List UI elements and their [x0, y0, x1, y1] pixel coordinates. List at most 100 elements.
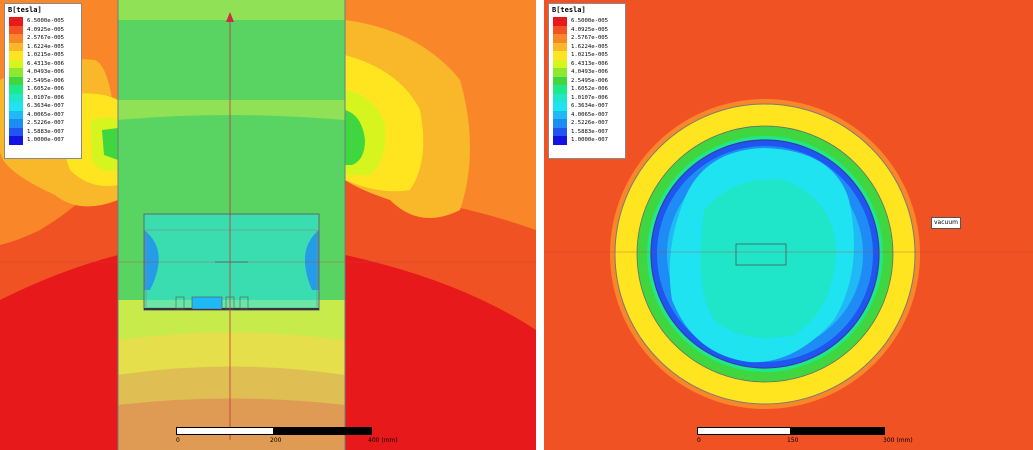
- scale-bar-right: 0 150 300 (mm): [697, 427, 927, 447]
- legend-value: 6.3634e-007: [27, 103, 65, 109]
- legend-swatch: [9, 136, 23, 145]
- legend-swatch: [553, 34, 567, 43]
- legend-swatch: [9, 119, 23, 128]
- legend-swatch: [553, 119, 567, 128]
- legend-value: 4.0925e-005: [27, 26, 65, 33]
- field-plot-top-view[interactable]: B[tesla] 6.5000e-005 4.0925e-005 2.5767e…: [544, 0, 1033, 450]
- legend-entry: 4.0925e-005: [553, 25, 623, 34]
- legend-swatch: [553, 42, 567, 51]
- legend-swatch: [9, 34, 23, 43]
- legend-swatch: [9, 110, 23, 119]
- legend-swatch: [553, 136, 567, 145]
- legend-entry: 1.6052e-006: [553, 85, 623, 94]
- legend-swatch: [9, 25, 23, 34]
- legend-value: 1.0000e-007: [27, 137, 65, 143]
- legend-swatch: [553, 76, 567, 85]
- color-legend-right: B[tesla] 6.5000e-005 4.0925e-005 2.5767e…: [548, 3, 626, 159]
- legend-entry: 2.5767e-005: [9, 34, 79, 43]
- legend-value: 1.0107e-006: [27, 94, 65, 101]
- legend-swatch: [553, 51, 567, 60]
- legend-value: 4.0925e-005: [571, 26, 609, 33]
- legend-value: 1.6052e-006: [27, 86, 65, 92]
- legend-value: 1.0215e-005: [27, 52, 65, 58]
- legend-swatch: [553, 68, 567, 77]
- legend-value: 1.0000e-007: [571, 137, 609, 143]
- legend-swatch: [553, 110, 567, 119]
- legend-title: B[tesla]: [8, 6, 42, 14]
- legend-entry: 4.0493e-006: [9, 68, 79, 77]
- legend-value: 6.5000e-005: [27, 18, 65, 24]
- legend-entry: 4.0065e-007: [9, 110, 79, 119]
- legend-entry: 1.6224e-005: [9, 42, 79, 51]
- legend-entry: 1.0215e-005: [9, 51, 79, 60]
- legend-entries: 6.5000e-005 4.0925e-005 2.5767e-005 1.62…: [9, 17, 79, 145]
- legend-swatch: [9, 17, 23, 26]
- legend-value: 2.5226e-007: [27, 120, 65, 126]
- legend-entry: 1.0215e-005: [553, 51, 623, 60]
- legend-swatch: [9, 127, 23, 136]
- scale-bar-segment-white: [176, 427, 274, 435]
- legend-swatch: [9, 76, 23, 85]
- legend-value: 1.5883e-007: [27, 128, 65, 135]
- legend-value: 4.0065e-007: [27, 111, 65, 118]
- legend-swatch: [9, 42, 23, 51]
- legend-entry: 2.5767e-005: [553, 34, 623, 43]
- legend-swatch: [553, 85, 567, 94]
- color-legend-left: B[tesla] 6.5000e-005 4.0925e-005 2.5767e…: [4, 3, 82, 159]
- legend-value: 2.5226e-007: [571, 120, 609, 126]
- legend-value: 2.5767e-005: [27, 35, 65, 41]
- legend-value: 4.0493e-006: [27, 69, 65, 75]
- legend-entry: 6.3634e-007: [553, 102, 623, 111]
- legend-entry: 1.5883e-007: [9, 127, 79, 136]
- scale-bar-segment-black: [274, 427, 372, 435]
- legend-entry: 1.0000e-007: [9, 136, 79, 145]
- scale-bar-segment-black: [791, 427, 885, 435]
- legend-entry: 4.0493e-006: [553, 68, 623, 77]
- legend-entry: 1.0107e-006: [553, 93, 623, 102]
- legend-swatch: [553, 59, 567, 68]
- legend-value: 4.0493e-006: [571, 69, 609, 75]
- legend-swatch: [9, 85, 23, 94]
- scale-tick: 200: [270, 437, 282, 444]
- legend-value: 2.5495e-006: [571, 77, 609, 84]
- legend-entry: 6.5000e-005: [9, 17, 79, 26]
- legend-value: 6.3634e-007: [571, 103, 609, 109]
- legend-swatch: [553, 127, 567, 136]
- legend-value: 4.0065e-007: [571, 111, 609, 118]
- legend-entry: 1.0000e-007: [553, 136, 623, 145]
- legend-entry: 2.5226e-007: [553, 119, 623, 128]
- legend-swatch: [553, 25, 567, 34]
- legend-entry: 1.5883e-007: [553, 127, 623, 136]
- scale-tick: 0: [176, 437, 180, 444]
- legend-entry: 2.5495e-006: [9, 76, 79, 85]
- field-plot-side-view[interactable]: B[tesla] 6.5000e-005 4.0925e-005 2.5767e…: [0, 0, 536, 450]
- region-label-vacuum: vacuum: [931, 217, 961, 229]
- legend-title: B[tesla]: [552, 6, 586, 14]
- legend-value: 1.0215e-005: [571, 52, 609, 58]
- legend-swatch: [9, 93, 23, 102]
- legend-swatch: [553, 93, 567, 102]
- scale-tick: 300 (mm): [883, 437, 913, 444]
- legend-entry: 2.5495e-006: [553, 76, 623, 85]
- legend-value: 2.5495e-006: [27, 77, 65, 84]
- legend-swatch: [9, 102, 23, 111]
- legend-value: 1.6224e-005: [27, 43, 65, 50]
- scale-bar-segment-white: [697, 427, 791, 435]
- legend-entry: 6.5000e-005: [553, 17, 623, 26]
- legend-entries: 6.5000e-005 4.0925e-005 2.5767e-005 1.62…: [553, 17, 623, 145]
- legend-value: 1.5883e-007: [571, 128, 609, 135]
- legend-value: 6.4313e-006: [27, 60, 65, 67]
- legend-entry: 1.6052e-006: [9, 85, 79, 94]
- legend-value: 1.6224e-005: [571, 43, 609, 50]
- legend-entry: 2.5226e-007: [9, 119, 79, 128]
- scale-tick: 0: [697, 437, 701, 444]
- legend-entry: 6.4313e-006: [9, 59, 79, 68]
- scale-tick: 150: [787, 437, 799, 444]
- legend-swatch: [9, 59, 23, 68]
- legend-entry: 6.4313e-006: [553, 59, 623, 68]
- legend-entry: 6.3634e-007: [9, 102, 79, 111]
- legend-swatch: [9, 68, 23, 77]
- legend-value: 2.5767e-005: [571, 35, 609, 41]
- legend-value: 6.5000e-005: [571, 18, 609, 24]
- legend-value: 6.4313e-006: [571, 60, 609, 67]
